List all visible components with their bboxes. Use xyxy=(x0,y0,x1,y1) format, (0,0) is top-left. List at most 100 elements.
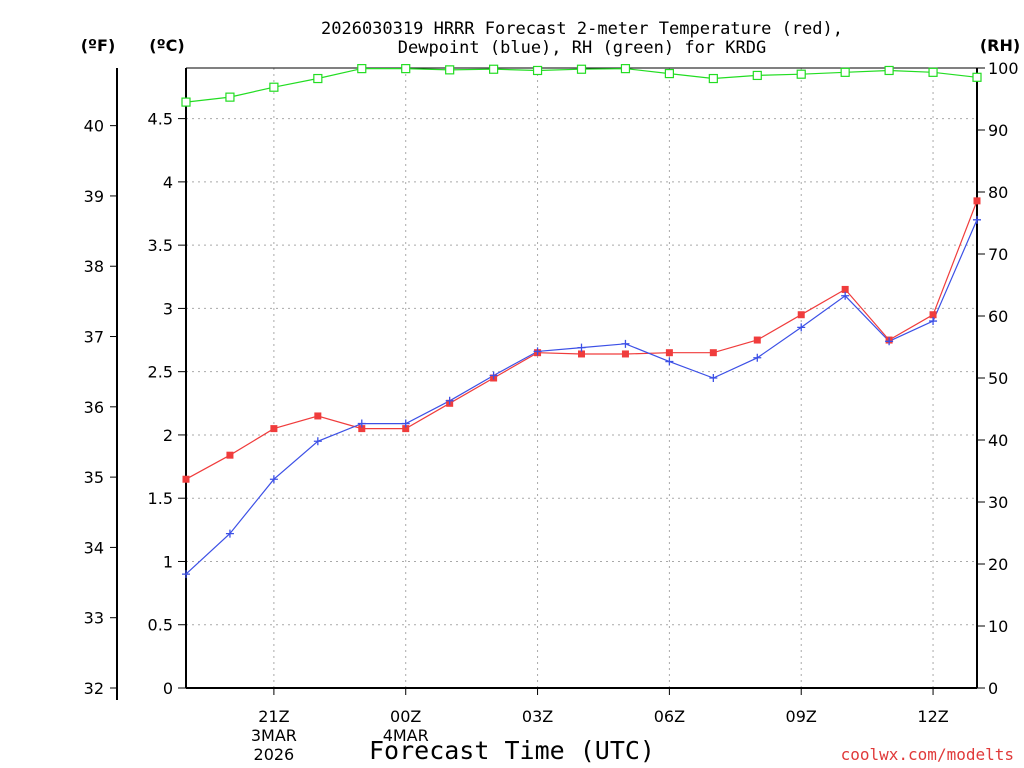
celsius-unit-label: (ºC) xyxy=(149,36,184,55)
rh-point xyxy=(445,65,455,75)
dewpoint-point xyxy=(357,419,366,428)
rh-point xyxy=(225,92,235,102)
rh-point xyxy=(532,65,543,76)
fahrenheit-unit-label: (ºF) xyxy=(81,36,116,55)
rh-point xyxy=(796,69,806,79)
celsius-tick-label: 0 xyxy=(163,679,173,698)
rh-point xyxy=(664,68,674,79)
rh-tick-label: 40 xyxy=(988,431,1008,450)
temperature-point xyxy=(753,336,761,344)
x-tick-label: 03Z xyxy=(522,707,553,726)
rh-point xyxy=(313,73,323,84)
temperature-point xyxy=(314,412,322,420)
x-tick-date-label: 4MAR xyxy=(383,726,429,745)
x-tick-label: 21Z xyxy=(258,707,289,726)
rh-tick-label: 80 xyxy=(988,183,1008,202)
rh-point xyxy=(269,82,279,92)
fahrenheit-tick-label: 37 xyxy=(84,328,104,347)
x-tick-label: 06Z xyxy=(654,707,685,726)
fahrenheit-tick-label: 40 xyxy=(84,117,104,136)
rh-tick-label: 50 xyxy=(988,369,1008,388)
rh-tick-label: 0 xyxy=(988,679,998,698)
temperature-point xyxy=(621,350,629,358)
fahrenheit-tick-label: 36 xyxy=(84,398,104,417)
dewpoint-point xyxy=(445,396,454,405)
rh-tick-label: 10 xyxy=(988,617,1008,636)
rh-tick-label: 20 xyxy=(988,555,1008,574)
rh-tick-label: 100 xyxy=(988,59,1019,78)
rh-point xyxy=(708,73,718,84)
celsius-tick-label: 4 xyxy=(163,173,173,192)
temperature-point xyxy=(402,425,410,433)
rh-unit-label: (RH) xyxy=(980,36,1020,55)
temperature-point xyxy=(358,425,366,433)
temperature-point xyxy=(797,311,805,319)
dewpoint-point xyxy=(269,475,278,484)
dewpoint-point xyxy=(401,419,410,428)
dewpoint-point xyxy=(313,437,322,446)
chart-grid xyxy=(186,68,977,689)
fahrenheit-tick-label: 33 xyxy=(84,609,104,628)
dewpoint-point xyxy=(753,353,762,362)
dewpoint-point xyxy=(489,371,498,380)
rh-tick-label: 30 xyxy=(988,493,1008,512)
temperature-point xyxy=(841,285,849,293)
dewpoint-point xyxy=(885,337,894,346)
chart-title-line2: Dewpoint (blue), RH (green) for KRDG xyxy=(398,38,766,58)
temperature-point xyxy=(709,349,717,357)
dewpoint-point xyxy=(182,570,190,579)
rh-point xyxy=(972,72,982,82)
rh-point xyxy=(489,64,499,74)
dewpoint-point xyxy=(709,374,718,382)
celsius-tick-label: 0.5 xyxy=(148,616,173,635)
x-tick-label: 12Z xyxy=(917,707,948,726)
x-tick-year-label: 2026 xyxy=(254,745,295,764)
dewpoint-point xyxy=(577,343,586,352)
rh-point xyxy=(357,64,367,74)
dewpoint-point xyxy=(797,323,806,332)
rh-tick-label: 90 xyxy=(988,121,1008,140)
rh-point xyxy=(181,97,191,107)
dewpoint-point xyxy=(973,215,981,224)
chart-title-line1: 2026030319 HRRR Forecast 2-meter Tempera… xyxy=(321,19,843,39)
celsius-tick-label: 3.5 xyxy=(148,236,173,255)
dewpoint-point xyxy=(841,291,850,300)
rh-point xyxy=(884,65,894,76)
rh-point xyxy=(620,64,631,74)
celsius-tick-label: 4.5 xyxy=(148,110,173,129)
dewpoint-point xyxy=(225,529,234,538)
celsius-tick-label: 2.5 xyxy=(148,363,173,382)
rh-tick-label: 60 xyxy=(988,307,1008,326)
fahrenheit-tick-label: 39 xyxy=(84,187,104,206)
temperature-point xyxy=(973,197,981,205)
fahrenheit-tick-label: 38 xyxy=(84,257,104,276)
temperature-point xyxy=(578,350,585,358)
x-axis-label: Forecast Time (UTC) xyxy=(369,736,655,765)
x-tick-label: 09Z xyxy=(786,707,817,726)
source-credit: coolwx.com/modelts xyxy=(841,745,1014,764)
celsius-tick-label: 3 xyxy=(163,299,173,318)
temperature-point xyxy=(929,311,937,319)
x-tick-date-label: 3MAR xyxy=(251,726,297,745)
temperature-point xyxy=(226,451,234,459)
x-tick-label: 00Z xyxy=(390,707,421,726)
temperature-line xyxy=(185,200,978,480)
dewpoint-point xyxy=(533,347,542,356)
celsius-tick-label: 1 xyxy=(163,552,173,571)
dewpoint-line xyxy=(185,219,978,575)
fahrenheit-tick-label: 34 xyxy=(84,538,104,557)
dewpoint-point xyxy=(621,339,630,348)
rh-point xyxy=(840,67,850,77)
rh-point xyxy=(401,64,411,74)
fahrenheit-tick-label: 32 xyxy=(84,679,104,698)
rh-point xyxy=(752,70,762,81)
celsius-tick-label: 2 xyxy=(163,426,173,445)
chart-axes: 0 0.5 1 1.5 2 2.5 3 3.5 4 4.5 32 33 34 35 36 37 38 39 40 0 1… xyxy=(84,59,1019,700)
temperature-point xyxy=(665,349,673,357)
rh-point xyxy=(576,64,587,74)
rh-point xyxy=(928,67,938,77)
temperature-point xyxy=(182,475,190,483)
celsius-tick-label: 1.5 xyxy=(148,489,173,508)
